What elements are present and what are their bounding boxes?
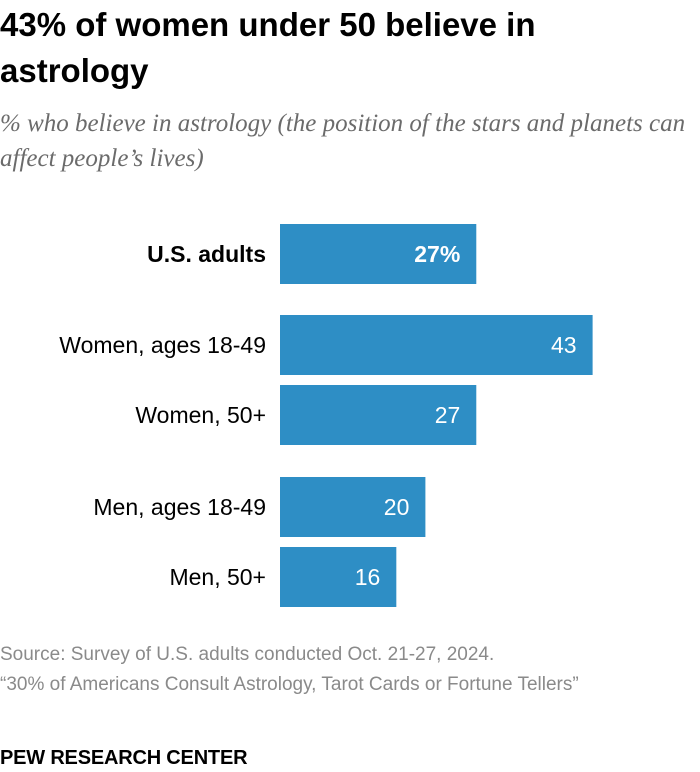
value-label-women-50: 27 xyxy=(435,402,461,428)
report-title: “30% of Americans Consult Astrology, Tar… xyxy=(0,674,579,695)
source-text: Source: Survey of U.S. adults conducted … xyxy=(0,644,495,665)
bar-men-ages-18-49 xyxy=(280,477,426,537)
value-label-u-s-adults: 27% xyxy=(414,241,460,267)
bar-u-s-adults xyxy=(280,224,477,284)
category-label-men-50: Men, 50+ xyxy=(169,564,266,590)
value-label-men-ages-18-49: 20 xyxy=(384,494,410,520)
category-label-men-ages-18-49: Men, ages 18-49 xyxy=(93,494,266,520)
value-label-men-50: 16 xyxy=(355,564,381,590)
category-label-u-s-adults: U.S. adults xyxy=(147,241,266,267)
chart-subtitle: % who believe in astrology (the position… xyxy=(0,110,686,172)
category-label-women-50: Women, 50+ xyxy=(135,402,266,428)
bar-women-50 xyxy=(280,385,477,445)
source-note: Source: Survey of U.S. adults conducted … xyxy=(0,640,640,700)
chart-title: 43% of women under 50 believe in astrolo… xyxy=(0,6,536,89)
bar-men-50 xyxy=(280,547,397,607)
bar-women-ages-18-49 xyxy=(280,315,593,375)
bar-chart: U.S. adults 27% Women, ages 18-49 43 Women, … xyxy=(59,224,593,607)
brand-logo-text: PEW RESEARCH CENTER xyxy=(0,747,248,769)
value-label-women-ages-18-49: 43 xyxy=(551,332,577,358)
category-label-women-ages-18-49: Women, ages 18-49 xyxy=(59,332,266,358)
